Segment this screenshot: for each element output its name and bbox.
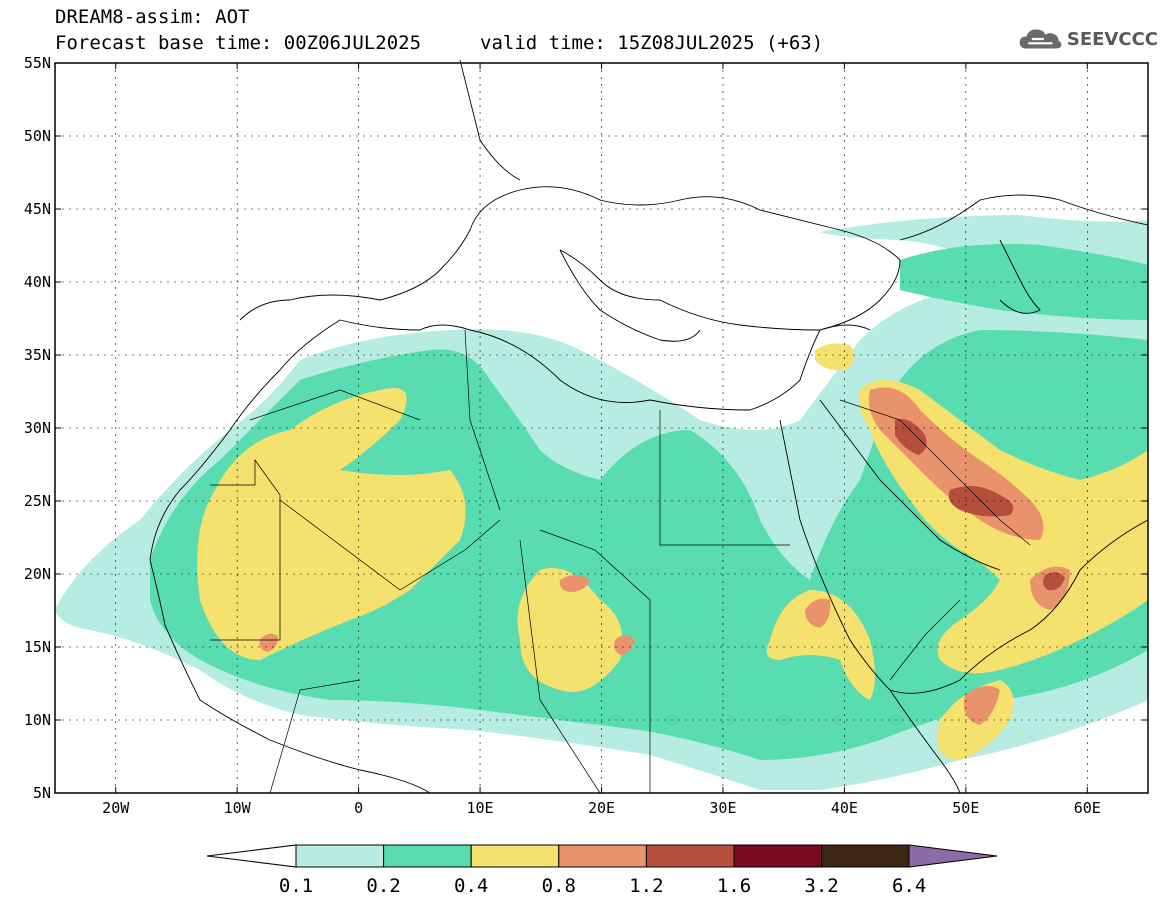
lat-label: 30N — [24, 419, 51, 437]
colorbar-label: 1.6 — [717, 875, 751, 897]
country-borders — [210, 329, 1031, 794]
colorbar-swatch — [645, 844, 735, 868]
colorbar-swatch — [558, 844, 647, 868]
lon-label: 0 — [354, 799, 363, 817]
aot-band-1.2 — [895, 419, 1065, 591]
aot-band-0.2 — [150, 244, 1148, 760]
lat-label: 45N — [24, 200, 51, 218]
seevccc-logo: SEEVCCC — [1018, 22, 1158, 56]
aot-field — [55, 215, 1148, 790]
valid-time: valid time: 15Z08JUL2025 (+63) — [480, 32, 824, 54]
colorbar-arrow-below — [206, 844, 297, 868]
map-title: DREAM8-assim: AOT — [55, 6, 250, 28]
aot-band-0.8 — [259, 387, 1071, 725]
graticule — [55, 62, 1148, 794]
cloud-icon — [1019, 29, 1062, 49]
colorbar-label: 0.4 — [454, 875, 488, 897]
lon-label: 40E — [831, 799, 858, 817]
colorbar-label: 0.8 — [542, 875, 576, 897]
lon-label: 30E — [709, 799, 736, 817]
colorbar-swatch — [733, 844, 823, 868]
lat-label: 5N — [33, 784, 51, 802]
colorbar-swatch — [821, 844, 910, 868]
lat-label: 10N — [24, 711, 51, 729]
lat-label: 35N — [24, 346, 51, 364]
lon-label: 20W — [102, 799, 130, 817]
lon-label: 10W — [224, 799, 252, 817]
colorbar-label: 6.4 — [892, 875, 926, 897]
coastlines — [149, 59, 1149, 794]
forecast-base-time: Forecast base time: 00Z06JUL2025 — [55, 32, 422, 54]
lon-label: 60E — [1074, 799, 1101, 817]
colorbar-label: 0.2 — [366, 875, 400, 897]
colorbar-swatch — [470, 844, 560, 868]
colorbar-label: 1.2 — [629, 875, 663, 897]
lat-label: 15N — [24, 638, 51, 656]
lat-label: 40N — [24, 273, 51, 291]
colorbar-label: 3.2 — [804, 875, 838, 897]
logo-text: SEEVCCC — [1066, 28, 1158, 50]
lon-label: 20E — [588, 799, 615, 817]
lon-label: 10E — [467, 799, 494, 817]
longitude-labels: 20W 10W 0 10E 20E 30E 40E 50E 60E — [102, 799, 1101, 817]
colorbar-arrow-above — [908, 844, 998, 868]
latitude-labels: 55N 50N 45N 40N 35N 30N 25N 20N 15N 10N 5N — [24, 54, 51, 802]
colorbar: 0.1 0.2 0.4 0.8 1.2 1.6 3.2 6.4 — [206, 844, 998, 897]
lat-label: 25N — [24, 492, 51, 510]
lat-label: 50N — [24, 127, 51, 145]
colorbar-swatch — [383, 844, 472, 868]
colorbar-swatch — [295, 844, 385, 868]
lat-label: 20N — [24, 565, 51, 583]
colorbar-label: 0.1 — [279, 875, 313, 897]
lon-label: 50E — [952, 799, 979, 817]
lat-label: 55N — [24, 54, 51, 72]
